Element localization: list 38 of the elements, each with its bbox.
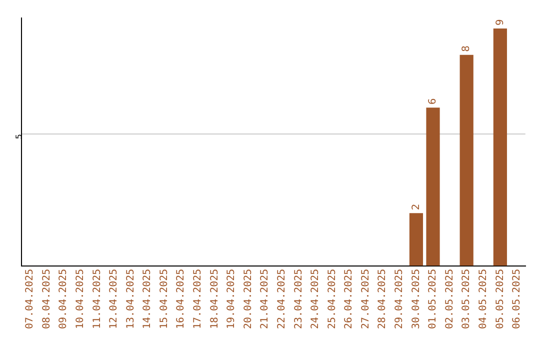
x-tick-label: 01.05.2025 <box>428 268 439 330</box>
x-tick-label: 03.05.2025 <box>461 268 472 330</box>
x-tick-label: 02.05.2025 <box>444 268 456 330</box>
x-tick-label: 29.04.2025 <box>394 268 406 330</box>
data-label: 6 <box>428 98 439 105</box>
x-tick-label: 30.04.2025 <box>410 268 422 330</box>
x-tick-label: 16.04.2025 <box>176 268 187 330</box>
x-tick-label: 25.04.2025 <box>326 268 338 330</box>
x-tick-label: 24.04.2025 <box>310 268 322 330</box>
x-tick-label: 19.04.2025 <box>226 268 238 330</box>
x-tick-label: 28.04.2025 <box>377 268 388 330</box>
bar <box>426 108 440 266</box>
x-tick-label: 17.04.2025 <box>192 268 204 330</box>
x-tick-label: 14.04.2025 <box>142 268 154 330</box>
x-tick-label: 11.04.2025 <box>92 268 103 330</box>
data-label: 8 <box>461 46 472 52</box>
bar <box>493 28 507 266</box>
x-tick-label: 13.04.2025 <box>125 268 136 330</box>
x-tick-label: 05.05.2025 <box>494 268 506 330</box>
x-tick-label: 08.04.2025 <box>41 268 52 330</box>
x-tick-label: 21.04.2025 <box>260 268 271 330</box>
x-tick-label: 04.05.2025 <box>478 268 489 330</box>
x-tick-label: 22.04.2025 <box>276 268 288 330</box>
bar <box>409 213 424 266</box>
data-label: 9 <box>494 19 506 26</box>
x-tick-label: 20.04.2025 <box>242 268 254 330</box>
x-tick-label: 26.04.2025 <box>344 268 355 330</box>
bar <box>460 54 474 266</box>
x-tick-label: 18.04.2025 <box>209 268 220 330</box>
x-tick-label: 23.04.2025 <box>293 268 304 330</box>
x-tick-label: 27.04.2025 <box>360 268 372 330</box>
x-tick-label: 07.04.2025 <box>24 268 36 330</box>
x-tick-label: 09.04.2025 <box>58 268 70 330</box>
x-tick-label: 10.04.2025 <box>74 268 86 330</box>
x-tick-label: 15.04.2025 <box>158 268 170 330</box>
x-tick-label: 12.04.2025 <box>108 268 120 330</box>
data-label: 2 <box>410 204 422 210</box>
x-tick-label: 06.05.2025 <box>512 268 523 330</box>
